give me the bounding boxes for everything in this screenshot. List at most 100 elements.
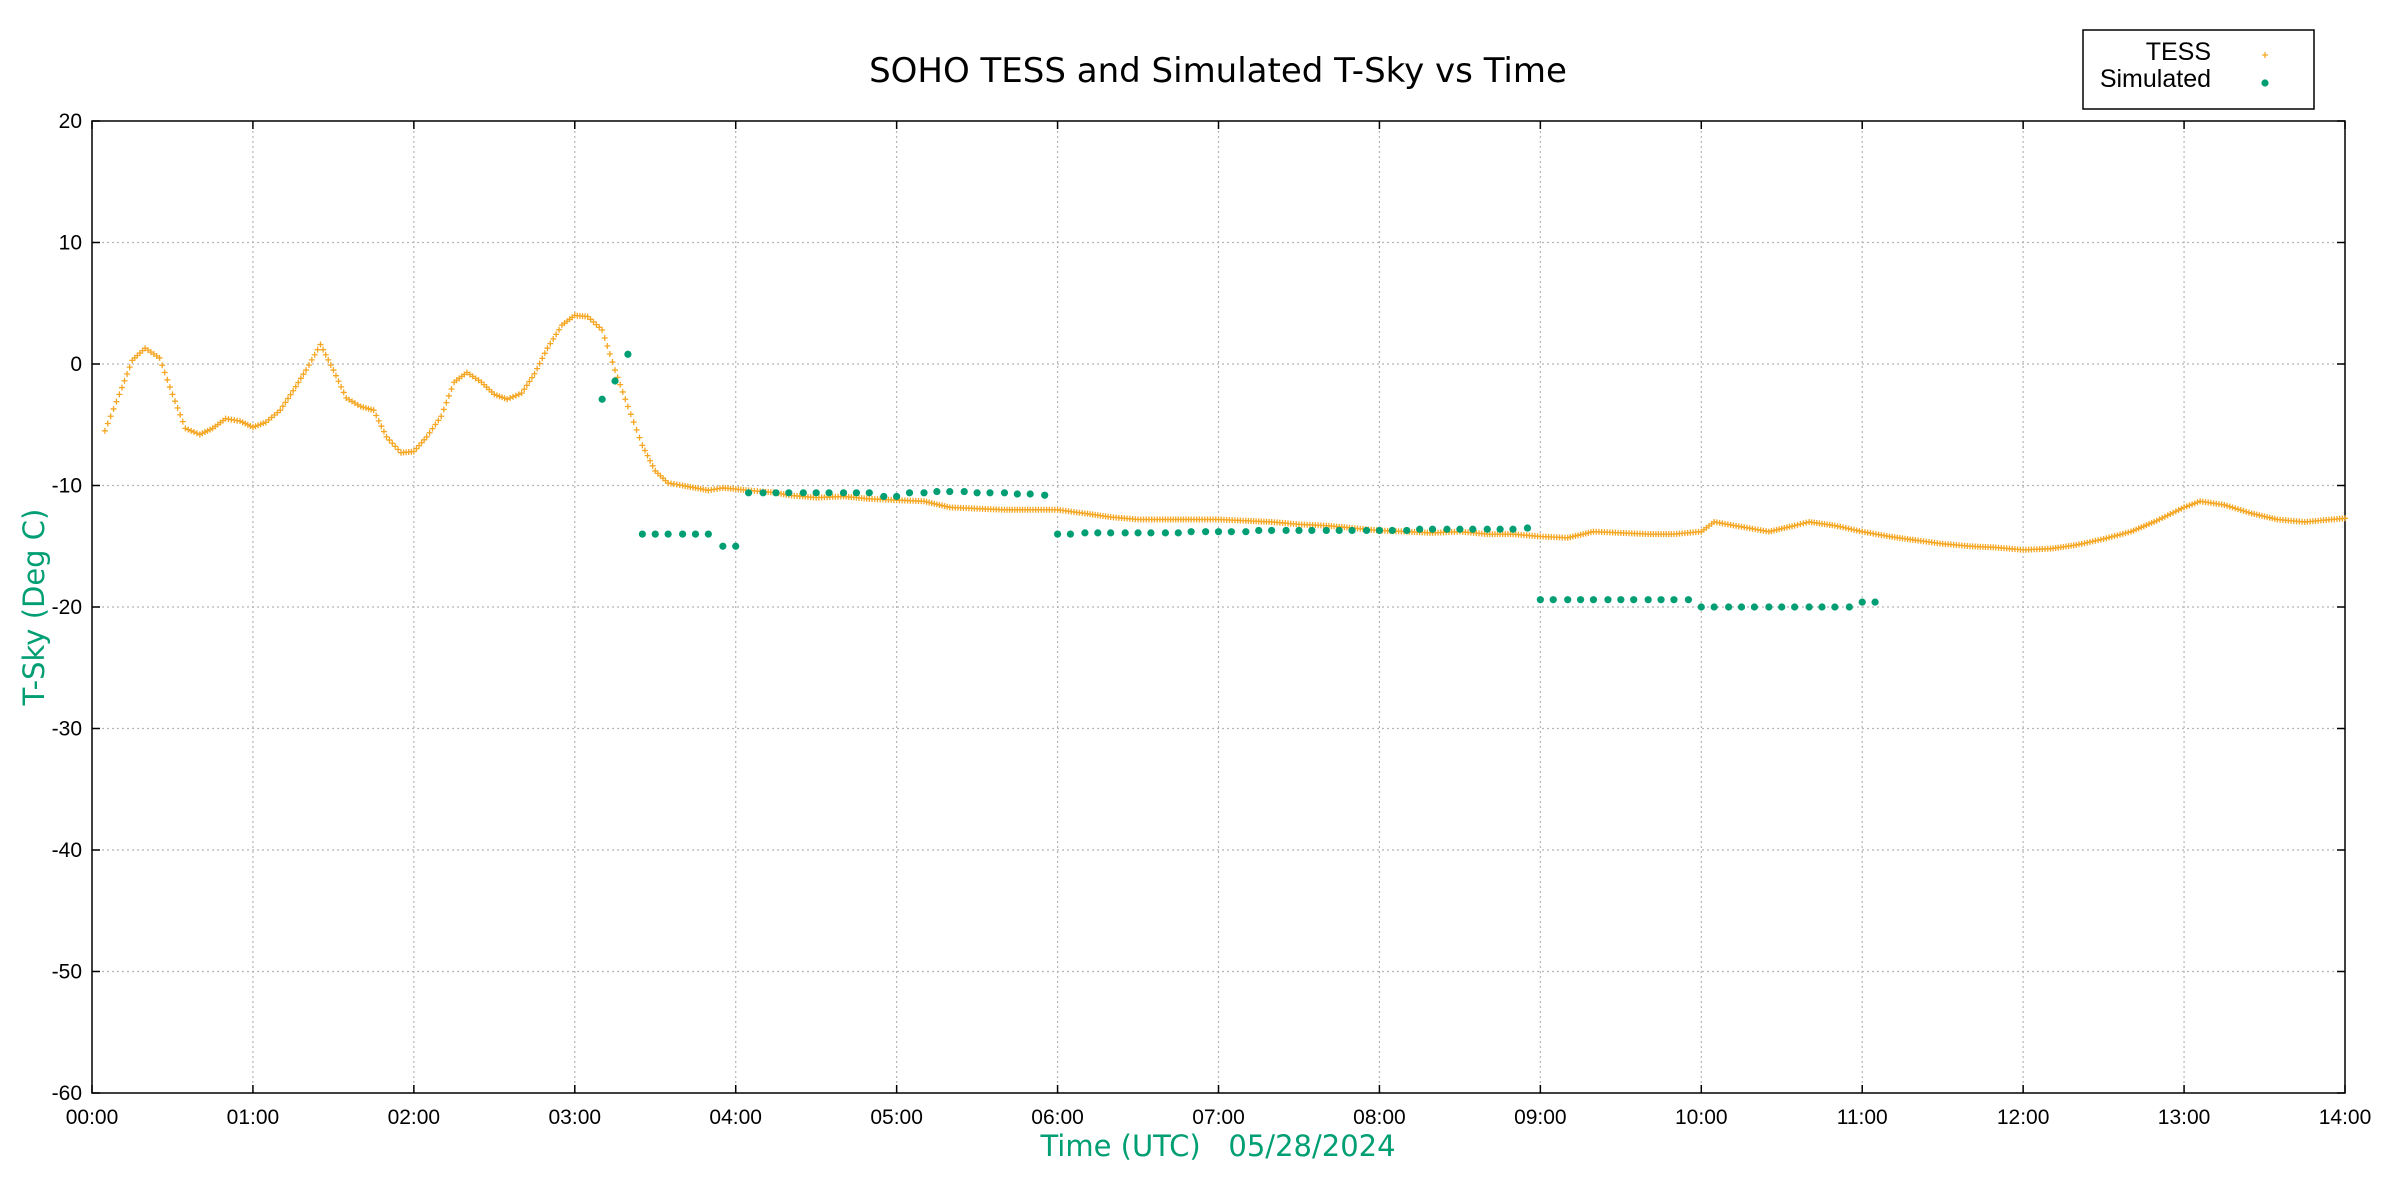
simulated-point: [1576, 596, 1585, 604]
simulated-point: [638, 530, 646, 538]
tess-point: [622, 396, 629, 403]
tess-point: [2243, 508, 2250, 515]
tess-point: [332, 372, 339, 379]
tess-point: [118, 384, 125, 391]
tess-point: [335, 378, 342, 385]
tess-point: [107, 413, 114, 420]
tess-point: [550, 335, 557, 342]
simulated-point: [1335, 526, 1343, 535]
tess-point: [2170, 509, 2177, 516]
simulated-point: [651, 530, 659, 538]
simulated-point: [1805, 603, 1813, 611]
tess-point: [641, 447, 648, 454]
tess-point: [305, 361, 312, 368]
tess-point: [528, 374, 535, 381]
simulated-point: [1308, 526, 1316, 535]
tess-point: [617, 381, 624, 388]
simulated-point: [1737, 603, 1746, 611]
tess-point: [423, 433, 430, 440]
tess-point: [322, 351, 329, 358]
tess-point: [553, 331, 560, 338]
simulated-point: [1388, 526, 1396, 535]
x-tick-label: 11:00: [1837, 1106, 1888, 1129]
tess-point: [380, 428, 387, 435]
tess-point: [630, 419, 637, 426]
tess-point: [523, 382, 530, 389]
tess-point: [606, 351, 613, 358]
tess-point: [2178, 505, 2185, 512]
tess-point: [2103, 535, 2110, 542]
simulated-point: [1750, 603, 1758, 611]
legend-markers: [2261, 52, 2269, 87]
y-tick-label: -40: [52, 839, 82, 862]
tess-point: [325, 356, 332, 363]
tess-point: [2172, 508, 2179, 515]
tess-point: [116, 391, 123, 398]
simulated-point: [772, 489, 780, 497]
simulated-point: [1589, 596, 1598, 604]
x-tick-label: 06:00: [1031, 1106, 1084, 1129]
simulated-point: [799, 489, 807, 497]
simulated-point: [1710, 603, 1718, 611]
tess-point: [612, 367, 619, 374]
tess-point: [290, 387, 297, 394]
x-tick-label: 05:00: [870, 1106, 923, 1129]
simulated-point: [704, 530, 712, 538]
simulated-point: [1013, 490, 1021, 498]
tess-point: [2189, 501, 2196, 508]
simulated-point: [1202, 528, 1210, 536]
simulated-point: [1657, 596, 1665, 604]
simulated-point: [624, 350, 632, 358]
tess-point: [113, 398, 120, 405]
simulated-point: [1066, 530, 1075, 538]
tess-point: [2229, 504, 2236, 511]
simulated-point: [1523, 524, 1532, 532]
x-tick-label: 00:00: [66, 1106, 119, 1129]
tess-point: [534, 365, 541, 372]
simulated-point: [1791, 603, 1799, 611]
x-tick-label: 08:00: [1353, 1106, 1406, 1129]
x-tick-label: 10:00: [1675, 1106, 1728, 1129]
tess-point: [2161, 513, 2168, 520]
simulated-point: [1107, 529, 1115, 537]
simulated-point: [1617, 596, 1625, 604]
simulated-point: [1549, 596, 1557, 604]
x-tick-label: 14:00: [2319, 1106, 2372, 1129]
simulated-point: [1147, 529, 1155, 537]
tess-point: [2100, 535, 2107, 542]
tess-point: [432, 421, 439, 428]
simulated-point: [679, 530, 687, 538]
tess-point: [438, 413, 445, 420]
simulated-point: [1604, 596, 1612, 604]
y-tick-label: 20: [59, 110, 82, 133]
simulated-point: [1509, 525, 1517, 533]
simulated-point: [839, 489, 848, 497]
tess-point: [647, 457, 654, 464]
tess-point: [531, 370, 538, 377]
simulated-point: [1094, 529, 1102, 537]
tess-point: [373, 412, 380, 419]
tess-point: [124, 370, 131, 377]
tess-point: [1797, 521, 1804, 528]
simulated-point: [1765, 603, 1773, 611]
tess-point: [2153, 517, 2160, 524]
simulated-point: [852, 489, 861, 497]
y-tick-label: -60: [52, 1082, 82, 1105]
tess-point: [2167, 511, 2174, 518]
tess-point: [311, 351, 318, 358]
tess-point: [2181, 504, 2188, 511]
simulated-point: [1187, 528, 1195, 536]
tess-point: [383, 433, 390, 440]
simulated-point: [973, 489, 981, 497]
tess-point: [378, 423, 385, 430]
simulated-point: [785, 489, 793, 497]
tess-point: [277, 407, 284, 414]
y-tick-label: -10: [52, 475, 82, 498]
tess-point: [541, 350, 548, 357]
tess-point: [101, 427, 108, 434]
tess-point: [2237, 507, 2244, 514]
tess-point: [188, 427, 195, 434]
tess-point: [2119, 530, 2126, 537]
x-tick-label: 07:00: [1192, 1106, 1245, 1129]
series-simulated: [598, 350, 1879, 611]
